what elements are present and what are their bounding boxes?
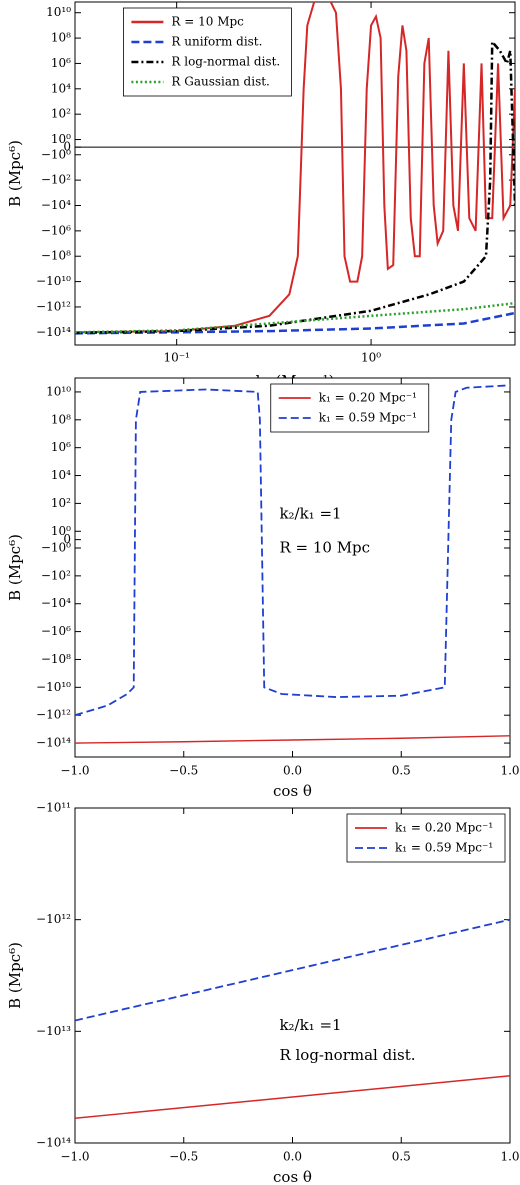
y-tick-label: −10¹³ xyxy=(36,1024,71,1038)
annotation: k₂/k₁ =1 xyxy=(279,504,341,522)
y-axis-label: B (Mpc⁶) xyxy=(6,942,24,1009)
plot-area xyxy=(74,807,511,1144)
legend-label: R Gaussian dist. xyxy=(171,75,269,89)
y-tick-label: 10⁰ xyxy=(51,524,71,538)
legend-label: k₁ = 0.59 Mpc⁻¹ xyxy=(395,841,493,855)
x-tick-label: −0.5 xyxy=(169,764,198,778)
y-tick-label: −10⁰ xyxy=(41,540,71,554)
series-line xyxy=(75,384,510,717)
y-tick-label: −10¹⁴ xyxy=(36,736,71,750)
y-axis-label: B (Mpc⁶) xyxy=(6,140,24,207)
y-tick-label: −10¹² xyxy=(36,912,71,926)
series-line xyxy=(75,735,510,744)
y-tick-label: −10² xyxy=(41,568,71,582)
y-tick-label: −10⁴ xyxy=(41,596,71,610)
y-tick-label: 0 xyxy=(63,532,71,546)
y-tick-label: 10² xyxy=(51,107,71,121)
series-line xyxy=(75,918,510,1022)
y-tick-label: 10¹⁰ xyxy=(46,5,71,19)
y-tick-label: 10⁰ xyxy=(51,132,71,146)
annotation: R log-normal dist. xyxy=(279,1046,415,1064)
x-tick-label: 1.0 xyxy=(500,1150,519,1164)
y-tick-label: 10⁴ xyxy=(51,468,71,482)
plot-area xyxy=(74,377,511,758)
y-tick-label: −10¹² xyxy=(36,299,71,313)
y-tick-label: 10¹⁰ xyxy=(46,384,71,398)
y-tick-label: −10¹⁰ xyxy=(36,680,71,694)
x-tick-label: 0.5 xyxy=(392,1150,411,1164)
series-line xyxy=(75,1075,510,1119)
y-tick-label: −10¹⁴ xyxy=(36,325,71,339)
legend-label: k₁ = 0.59 Mpc⁻¹ xyxy=(319,411,417,425)
y-tick-label: −10⁸ xyxy=(41,652,71,666)
annotation: R = 10 Mpc xyxy=(279,539,370,557)
y-tick-label: 10² xyxy=(51,496,71,510)
y-tick-label: 0 xyxy=(63,140,71,154)
x-tick-label: −1.0 xyxy=(60,1150,89,1164)
y-tick-label: 10⁸ xyxy=(51,412,71,426)
x-axis-label: cos θ xyxy=(273,1168,312,1185)
y-tick-label: 10⁸ xyxy=(51,31,71,45)
legend-label: k₁ = 0.20 Mpc⁻¹ xyxy=(319,391,417,405)
x-tick-label: 0.0 xyxy=(283,764,302,778)
x-tick-label: 10⁻¹ xyxy=(163,351,189,365)
x-tick-label: 0.0 xyxy=(283,1150,302,1164)
y-tick-label: −10² xyxy=(41,173,71,187)
legend-label: R log-normal dist. xyxy=(171,55,280,69)
legend-label: R = 10 Mpc xyxy=(171,15,244,29)
legend-label: k₁ = 0.20 Mpc⁻¹ xyxy=(395,821,493,835)
y-tick-label: −10¹² xyxy=(36,708,71,722)
y-tick-label: −10¹¹ xyxy=(36,801,71,815)
y-tick-label: −10⁸ xyxy=(41,249,71,263)
x-tick-label: −0.5 xyxy=(169,1150,198,1164)
legend-label: R uniform dist. xyxy=(171,35,262,49)
y-axis-label: B (Mpc⁶) xyxy=(6,534,24,601)
y-tick-label: 10⁶ xyxy=(51,440,71,454)
legend-box xyxy=(346,813,506,863)
y-tick-label: −10⁶ xyxy=(41,223,71,237)
series-line xyxy=(75,2,515,334)
x-tick-label: −1.0 xyxy=(60,764,89,778)
y-tick-label: −10⁴ xyxy=(41,198,71,212)
x-tick-label: 1.0 xyxy=(500,764,519,778)
x-tick-label: 10⁰ xyxy=(361,351,381,365)
y-tick-label: −10⁰ xyxy=(41,147,71,161)
x-axis-label: cos θ xyxy=(273,782,312,800)
y-tick-label: −10¹⁴ xyxy=(36,1136,71,1150)
legend-box xyxy=(270,383,430,433)
y-tick-label: 10⁴ xyxy=(51,81,71,95)
y-tick-label: −10⁶ xyxy=(41,624,71,638)
annotation: k₂/k₁ =1 xyxy=(279,1016,341,1034)
y-tick-label: −10¹⁰ xyxy=(36,274,71,288)
x-tick-label: 0.5 xyxy=(392,764,411,778)
series-line xyxy=(75,311,515,335)
y-tick-label: 10⁶ xyxy=(51,56,71,70)
